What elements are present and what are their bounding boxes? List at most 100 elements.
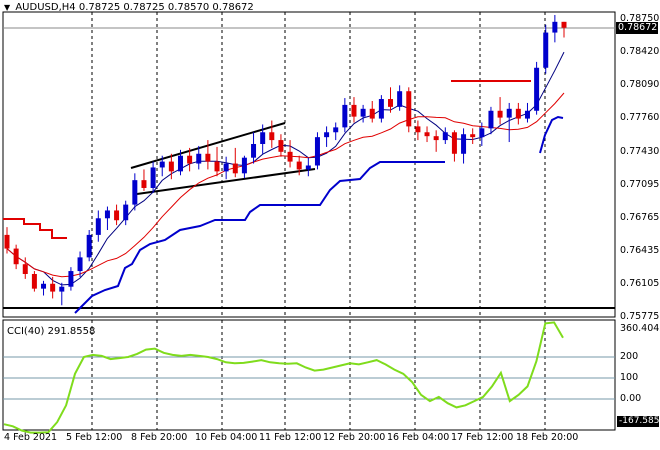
price-label: 0.76105: [620, 278, 660, 289]
price-label: 0.75775: [620, 311, 660, 322]
candle-body: [488, 110, 494, 129]
time-label: 16 Feb 04:00: [387, 432, 450, 443]
candle-body: [4, 234, 10, 249]
price-label: 0.78750: [620, 13, 660, 24]
candle-body: [278, 140, 284, 152]
time-label: 11 Feb 12:00: [259, 432, 322, 443]
candle-body: [187, 155, 193, 164]
candle-body: [296, 161, 302, 170]
candle-body: [534, 67, 540, 111]
ma-fast-line: [6, 51, 565, 286]
time-label: 4 Feb 2021: [4, 432, 58, 443]
candle-body: [251, 143, 257, 158]
candle-body: [86, 234, 92, 258]
candle-body: [324, 132, 330, 138]
candle-body: [351, 104, 357, 117]
candle-body: [442, 132, 448, 141]
cci-current-marker: -167.5855: [617, 416, 660, 427]
candle-body: [543, 32, 549, 68]
trend-stop-up-recent: [539, 115, 564, 154]
candle-body: [95, 218, 101, 235]
candle-body: [287, 151, 293, 162]
cci-indicator-label: CCI(40) 291.8558: [7, 326, 96, 337]
cci-level-label: 0.00: [620, 393, 642, 404]
candle-body: [479, 128, 485, 138]
time-label: 17 Feb 12:00: [451, 432, 514, 443]
candle-body: [506, 108, 512, 118]
candle-body: [104, 210, 110, 219]
candle-body: [223, 163, 229, 172]
candle-body: [214, 161, 220, 172]
candle-body: [314, 137, 320, 166]
cci-level-label: 100: [620, 372, 639, 383]
cci-level-label: 200: [620, 351, 639, 362]
cci-level-label: 360.4043: [620, 323, 660, 334]
candle-body: [177, 155, 183, 172]
candle-body: [561, 21, 567, 28]
price-label: 0.77760: [620, 112, 660, 123]
candle-body: [461, 134, 467, 154]
price-label: 0.78420: [620, 46, 660, 57]
candle-body: [388, 99, 394, 107]
candle-body: [260, 132, 266, 144]
candle-body: [360, 108, 366, 117]
candle-body: [41, 283, 47, 289]
time-label: 5 Feb 12:00: [66, 432, 123, 443]
candle-body: [397, 91, 403, 107]
trend-stop-up: [74, 161, 445, 314]
candle-body: [59, 286, 65, 292]
candle-body: [470, 134, 476, 138]
triangle-down-icon[interactable]: ▼: [4, 3, 11, 12]
candle-body: [205, 153, 211, 162]
candle-body: [415, 126, 421, 133]
ohlc-values: 0.78725 0.78725 0.78570 0.78672: [78, 2, 254, 13]
candle-body: [241, 157, 247, 174]
price-label: 0.76765: [620, 212, 660, 223]
candle-body: [13, 248, 19, 265]
candle-body: [114, 210, 120, 221]
current-price-marker: 0.78672: [616, 22, 658, 34]
candle-body: [68, 271, 74, 287]
price-label: 0.77095: [620, 179, 660, 190]
cci-line: [3, 321, 564, 434]
candle-body: [196, 153, 202, 164]
symbol-label: AUDUSD,H4: [15, 2, 76, 13]
time-label: 12 Feb 20:00: [323, 432, 386, 443]
candle-body: [433, 136, 439, 141]
price-label: 0.76435: [620, 245, 660, 256]
candle-body: [406, 91, 412, 127]
candle-body: [31, 273, 37, 289]
candle-body: [305, 165, 311, 170]
ma-slow-line: [6, 92, 565, 278]
candle-body: [22, 264, 28, 274]
trendline-lower: [136, 168, 316, 195]
time-label: 10 Feb 04:00: [195, 432, 258, 443]
candle-body: [451, 132, 457, 154]
price-label: 0.77430: [620, 146, 660, 157]
candle-body: [515, 108, 521, 119]
candle-body: [77, 257, 83, 272]
candle-body: [159, 161, 165, 168]
trend-stop-down: [3, 218, 67, 239]
candle-body: [141, 180, 147, 188]
candle-body: [132, 180, 138, 205]
candle-body: [168, 161, 174, 172]
candle-body: [378, 99, 384, 119]
candle-body: [232, 163, 238, 174]
time-label: 8 Feb 20:00: [131, 432, 188, 443]
candle-body: [342, 104, 348, 128]
candle-body: [524, 110, 530, 119]
chart-title: ▼ AUDUSD,H4 0.78725 0.78725 0.78570 0.78…: [4, 2, 254, 13]
candle-body: [369, 108, 375, 119]
candle-body: [424, 132, 430, 137]
candle-body: [497, 110, 503, 118]
candle-body: [269, 132, 275, 141]
price-label: 0.78090: [620, 79, 660, 90]
candle-body: [123, 204, 129, 221]
candle-body: [50, 283, 56, 292]
candle-body: [150, 167, 156, 188]
candle-body: [333, 127, 339, 133]
time-label: 18 Feb 20:00: [516, 432, 579, 443]
